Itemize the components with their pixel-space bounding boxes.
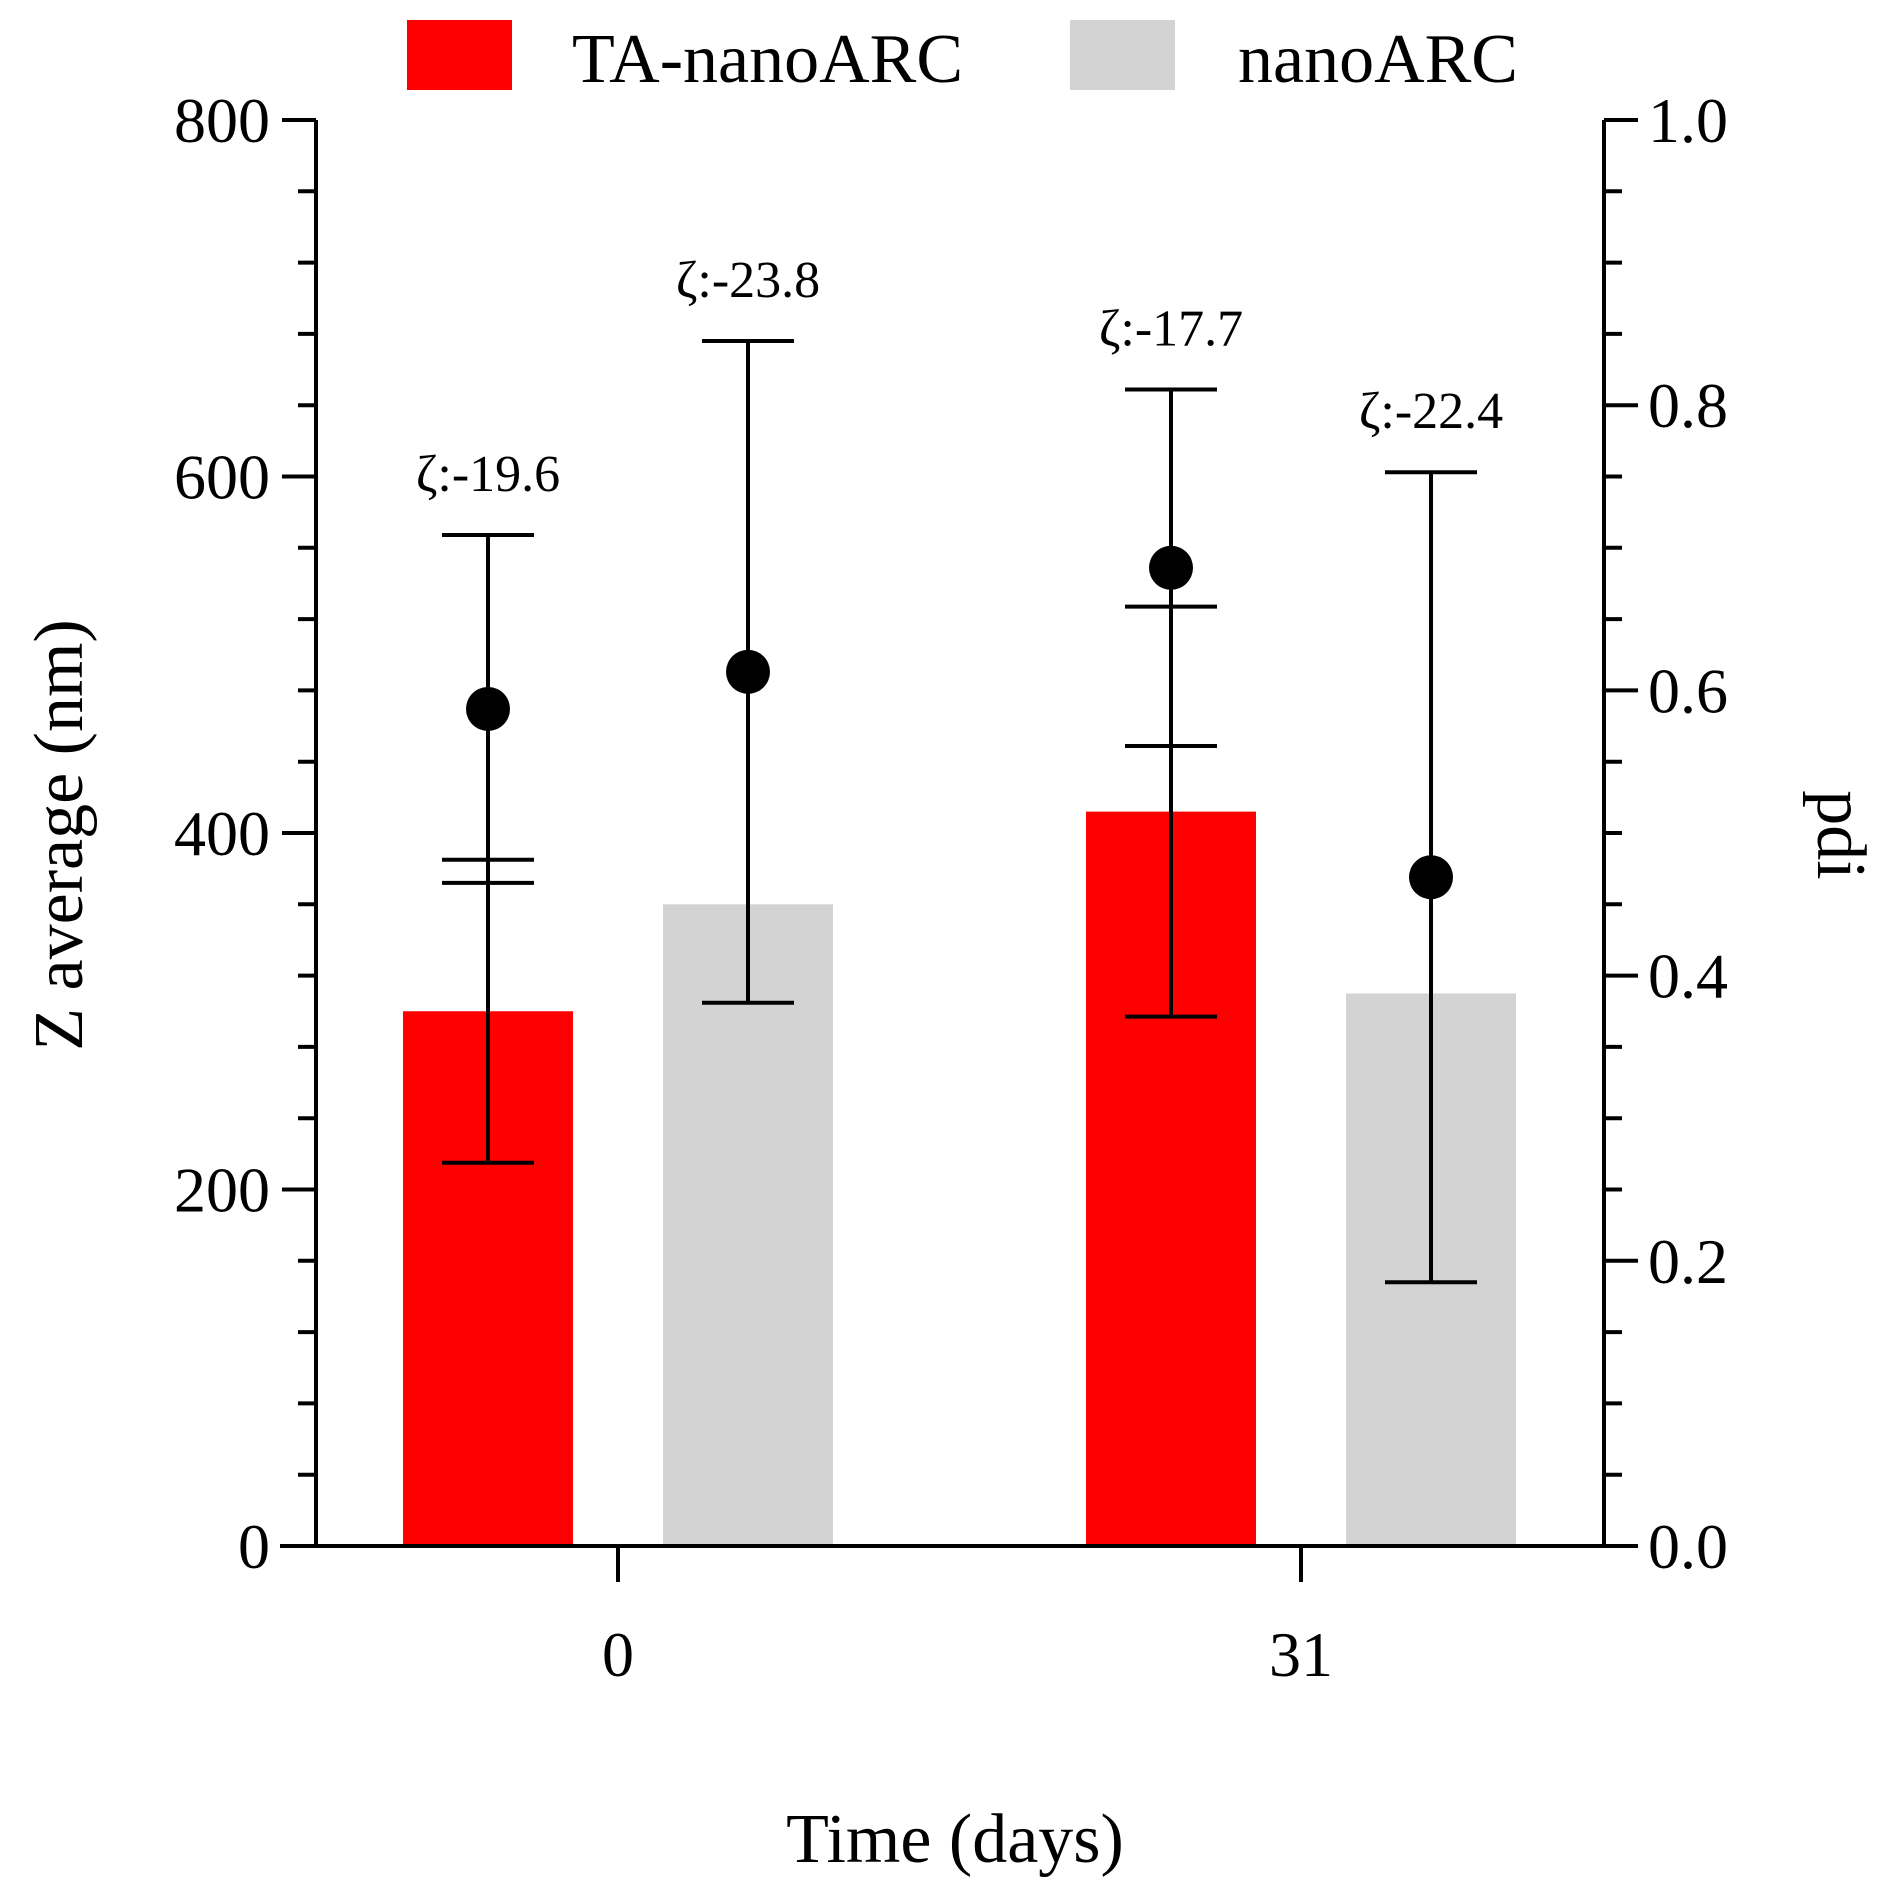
y-tick-label: 0 [238, 1511, 270, 1582]
y2-tick-label: 0.2 [1648, 1226, 1728, 1297]
legend-label-ta-nanoarc: TA-nanoARC [572, 21, 963, 98]
pdi-point [726, 649, 770, 694]
axes: 0 200 400 600 800 0.0 0.2 0.4 0.6 0.8 1.0 0 31 [174, 85, 1728, 1690]
x-tick-label: 0 [602, 1619, 634, 1690]
zeta-label: ζ:-23.8 [676, 252, 820, 309]
zeta-label: ζ:-19.6 [416, 446, 560, 503]
y2-axis-title: pdi [1802, 790, 1879, 879]
legend: TA-nanoARC nanoARC [407, 20, 1518, 98]
y2-tick-label: 0.6 [1648, 655, 1728, 726]
pdi-point [1409, 855, 1453, 900]
pdi-point [466, 686, 510, 731]
x-ticks: 0 31 [602, 1546, 1333, 1690]
zeta-label: ζ:-17.7 [1099, 301, 1243, 358]
y2-tick-label: 0.4 [1648, 941, 1728, 1012]
y-ticks-right: 0.0 0.2 0.4 0.6 0.8 1.0 [1604, 85, 1728, 1582]
y-tick-label: 800 [174, 85, 270, 156]
x-tick-label: 31 [1269, 1619, 1333, 1690]
y2-tick-label: 1.0 [1648, 85, 1728, 156]
pdi-points-layer: ζ:-19.6 ζ:-17.7 ζ:-23.8 ζ:-22.4 [416, 252, 1503, 1285]
zeta-label: ζ:-22.4 [1359, 383, 1503, 440]
y2-tick-label: 0.0 [1648, 1511, 1728, 1582]
legend-swatch-ta-nanoarc [407, 20, 512, 90]
legend-label-nanoarc: nanoARC [1238, 21, 1518, 98]
legend-swatch-nanoarc [1070, 20, 1175, 90]
pdi-point [1149, 545, 1193, 590]
y-ticks-left: 0 200 400 600 800 [174, 85, 316, 1582]
y-axis-title: Z average (nm) [21, 619, 98, 1050]
y-tick-label: 600 [174, 442, 270, 513]
y-tick-label: 400 [174, 798, 270, 869]
x-axis-title: Time (days) [786, 1801, 1124, 1878]
y2-tick-label: 0.8 [1648, 370, 1728, 441]
bar-nanoarc-0 [663, 904, 833, 1546]
y-tick-label: 200 [174, 1155, 270, 1226]
bars-layer [403, 811, 1516, 1546]
